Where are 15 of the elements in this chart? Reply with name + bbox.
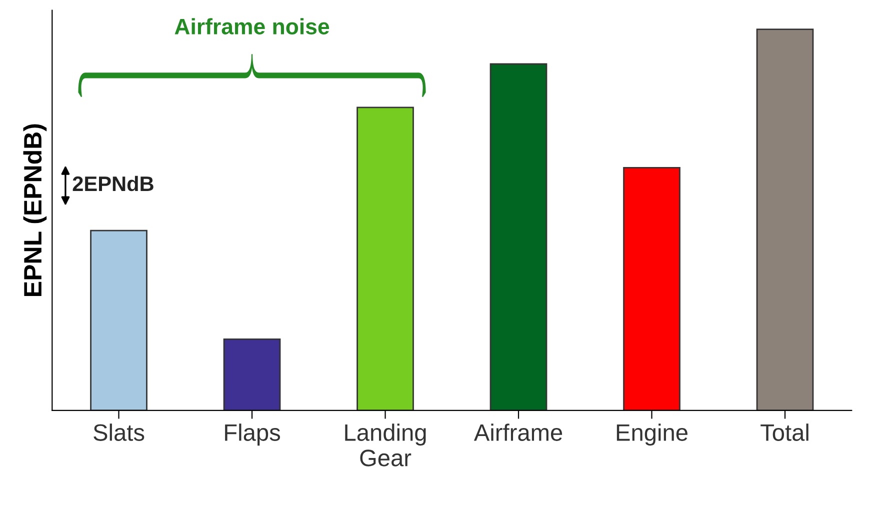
bar <box>356 106 414 410</box>
bar <box>623 166 680 410</box>
bar <box>223 338 281 410</box>
x-tick-label: Engine <box>616 424 688 446</box>
x-tick-label: Slats <box>94 424 144 441</box>
bar <box>490 63 548 410</box>
x-tick-label: Total <box>760 424 808 441</box>
bar <box>756 28 814 410</box>
annotation: 2EPNdB <box>72 176 154 192</box>
x-tick-label: Landing Gear <box>345 424 426 466</box>
y-axis-title: EPNL (EPNdB) <box>23 124 47 296</box>
x-tick-label: Airframe <box>474 424 562 441</box>
bar <box>90 230 148 410</box>
annotation: Airframe noise <box>174 18 330 34</box>
x-tick-label: Flaps <box>225 424 280 446</box>
